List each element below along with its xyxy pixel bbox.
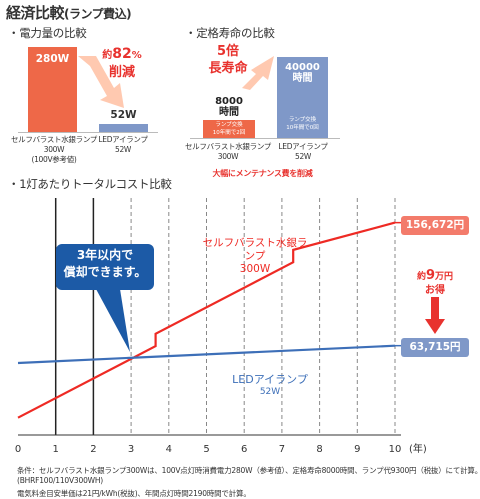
saving-arrow-shaft: [431, 297, 439, 321]
x-tick-label-6: 6: [241, 444, 247, 455]
x-tick-label-1: 1: [53, 444, 59, 455]
x-tick-label-0: 0: [15, 444, 21, 455]
series-label-mercury-l2: 300W: [239, 263, 271, 275]
lifetime-bar-mercury-inner1: ランプ交換: [215, 122, 243, 128]
x-tick-label-9: 9: [354, 444, 360, 455]
callout-line2: 償却できます。: [63, 265, 147, 279]
lifetime-bar-led-v1: 40000: [285, 62, 320, 73]
lifetime-cat-mercury-l1: セルフバラスト水銀ランプ: [184, 142, 272, 151]
power-bar-led: [99, 124, 148, 132]
page-title: 経済比較(ランプ費込): [6, 2, 132, 23]
lifetime-cat-mercury-l2: 300W: [217, 152, 239, 161]
lifetime-bar-mercury-inner2: 10年間で2回: [212, 130, 246, 136]
power-baseline: [18, 132, 158, 133]
lifetime-bar-led-v2: 時間: [292, 73, 313, 84]
lifetime-cat-led-l1: LEDアイランプ: [278, 142, 328, 151]
lifetime-bar-led-value: 40000 時間: [277, 62, 328, 84]
lifetime-bar-led: 40000 時間 ランプ交換 10年間で0回: [277, 57, 328, 138]
x-tick-label-5: 5: [203, 444, 209, 455]
lifetime-ratio-word: 長寿命: [208, 61, 248, 76]
grid-layer: [18, 198, 401, 436]
power-cat-mercury-l3: (100V参考値): [31, 155, 77, 164]
saving-prefix: 約: [416, 272, 426, 282]
power-cat-mercury: セルフバラスト水銀ランプ 300W (100V参考値): [10, 135, 98, 165]
series-label-led: LEDアイランプ 52W: [220, 373, 320, 399]
power-reduction-value: 82: [112, 46, 132, 62]
x-tick-label-2: 2: [90, 444, 96, 455]
power-arrow-shape: [78, 56, 124, 108]
power-cat-led: LEDアイランプ 52W: [88, 135, 158, 155]
power-cat-mercury-l2: 300W: [43, 145, 65, 154]
total-heading: ・1灯あたりトータルコスト比較: [8, 177, 172, 191]
callout-pointer: [96, 289, 130, 352]
lifetime-ratio-value: 5倍: [216, 44, 240, 59]
series-label-mercury-l1: セルフバラスト水銀ランプ: [202, 237, 308, 262]
saving-arrow-head: [425, 319, 445, 334]
lifetime-bar-mercury-value: 8000 時間: [203, 96, 255, 118]
lifetime-bar-mercury-v1: 8000: [215, 96, 243, 107]
lifetime-bar-led-inner1: ランプ交換: [288, 117, 317, 123]
title-sub: (ランプ費込): [64, 7, 132, 21]
callout-box: [56, 244, 154, 352]
lifetime-footer: 大幅にメンテナンス費を削減: [212, 169, 313, 178]
saving-word: お得: [425, 285, 445, 296]
lifetime-bar-led-inner2: 10年間で0回: [286, 125, 319, 131]
power-reduction-prefix: 約: [102, 50, 113, 61]
end-label-led: 63,715円: [401, 338, 469, 357]
tick-layer: 0 1 2 3 4 5 6 7 8 9 10 (年): [15, 442, 427, 455]
x-tick-label-8: 8: [316, 444, 322, 455]
series-label-led-l2: 52W: [259, 387, 281, 397]
power-heading: ・電力量の比較: [8, 26, 87, 40]
power-cat-led-l1: LEDアイランプ: [98, 135, 148, 144]
lifetime-bar-mercury-v2: 時間: [219, 107, 239, 118]
saving-label: 約9万円 お得: [410, 267, 460, 298]
series-line-1: [17, 344, 396, 365]
x-tick-label-3: 3: [128, 444, 134, 455]
lifetime-bar-mercury: ランプ交換 10年間で2回: [203, 120, 255, 138]
callout-rect: [56, 244, 154, 290]
lifetime-heading: ・定格寿命の比較: [185, 26, 275, 40]
power-bar-led-value: 52W: [110, 109, 137, 121]
power-bar-mercury: 280W: [28, 47, 77, 132]
x-tick-label-4: 4: [166, 444, 172, 455]
power-reduction-unit: %: [131, 50, 142, 61]
power-reduction-word: 削減: [108, 65, 135, 80]
callout-text: 3年以内で 償却できます。: [56, 247, 154, 281]
power-reduction: 約82% 削減: [92, 44, 152, 81]
power-bar-mercury-value: 280W: [35, 53, 70, 65]
x-tick-label-7: 7: [279, 444, 285, 455]
x-tick-label-10: 10: [389, 444, 402, 455]
lifetime-bar-mercury-inner: ランプ交換 10年間で2回: [203, 121, 255, 137]
lifetime-arrow-shape: [242, 56, 274, 90]
lifetime-ratio: 5倍 長寿命: [198, 43, 258, 77]
callout-line1: 3年以内で: [76, 248, 134, 262]
power-arrow: [78, 56, 124, 108]
footnote-line2: (BHRF100/110V300WH): [17, 476, 104, 485]
saving-arrow: [425, 297, 445, 334]
series-label-mercury: セルフバラスト水銀ランプ 300W: [200, 237, 310, 276]
footnote-line3: 電気料金目安単価は21円/kWh(税抜)、年間点灯時間2190時間で計算。: [17, 489, 251, 498]
lifetime-cat-led: LEDアイランプ 52W: [266, 142, 340, 162]
lifetime-cat-mercury: セルフバラスト水銀ランプ 300W: [182, 142, 274, 162]
series-layer: [17, 221, 401, 419]
saving-value: 9: [425, 268, 436, 283]
footnote-line1: 条件：セルフバラスト水銀ランプ300Wは、100V点灯時消費電力280W（参考値…: [17, 466, 480, 475]
lifetime-arrow: [242, 56, 274, 90]
power-cat-led-l2: 52W: [114, 145, 132, 154]
saving-unit: 万円: [435, 272, 454, 282]
title-main: 経済比較: [6, 4, 65, 22]
x-axis-label: (年): [409, 442, 427, 455]
end-label-mercury: 156,672円: [401, 216, 469, 235]
lifetime-bar-led-inner: ランプ交換 10年間で0回: [277, 116, 328, 132]
power-cat-mercury-l1: セルフバラスト水銀ランプ: [10, 135, 98, 144]
lifetime-cat-led-l2: 52W: [294, 152, 312, 161]
lifetime-baseline: [190, 138, 340, 139]
series-label-led-l1: LEDアイランプ: [232, 373, 308, 386]
